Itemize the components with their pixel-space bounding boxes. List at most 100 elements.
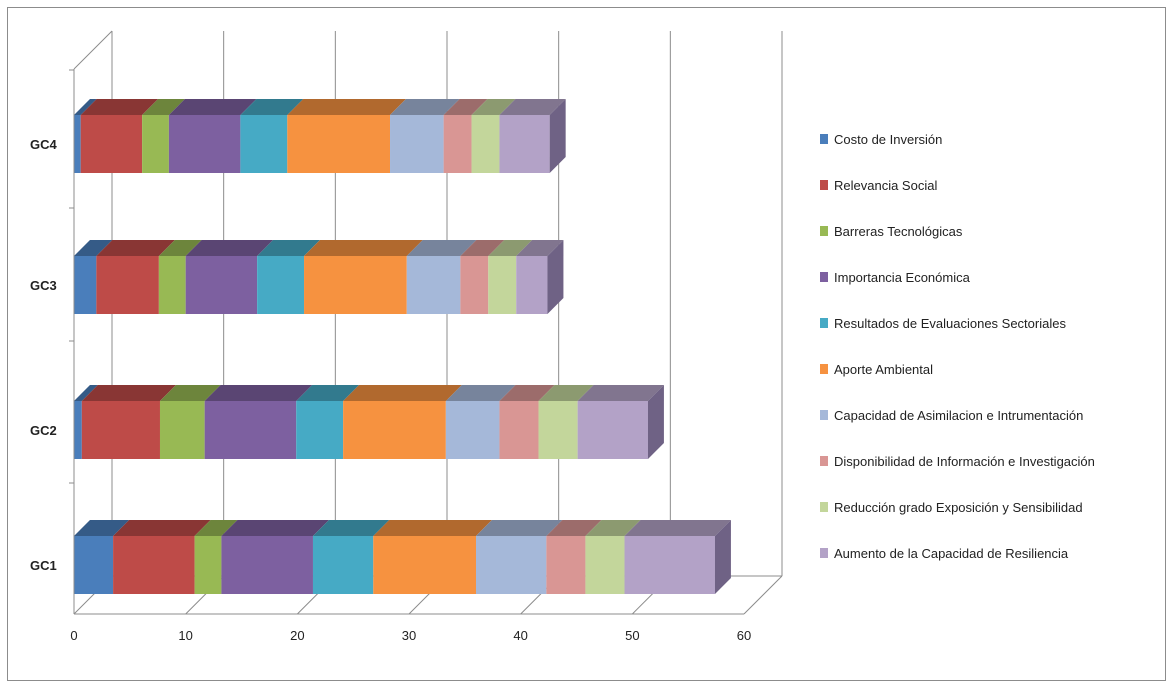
- bar-gc2-importancia-economica-top: [204, 385, 313, 401]
- bar-gc4-capacidad-de-asimilacion-e-intrumentacion-top: [390, 99, 460, 115]
- bar-gc3-capacidad-de-asimilacion-e-intrumentacion-front: [406, 256, 461, 314]
- legend-item-resultados-de-evaluaciones-sectoriales: Resultados de Evaluaciones Sectoriales: [820, 316, 1066, 331]
- legend-item-aumento-de-la-capacidad-de-resiliencia: Aumento de la Capacidad de Resiliencia: [820, 546, 1069, 561]
- bar-gc3-costo-de-inversion-front: [74, 256, 97, 314]
- floor-line-60: [743, 575, 783, 615]
- bar-gc1-importancia-economica: [221, 520, 329, 594]
- bar-gc4-disponibilidad-de-informacion-e-investigacion-top: [443, 99, 488, 115]
- bar-gc2-relevancia-social-top: [81, 385, 176, 401]
- bar-gc4-aumento-de-la-capacidad-de-resiliencia-side: [549, 99, 566, 173]
- bar-gc1-importancia-economica-top: [221, 520, 329, 536]
- bar-gc1-aumento-de-la-capacidad-de-resiliencia-top: [624, 520, 731, 536]
- legend-swatch-importancia-economica: [820, 272, 828, 282]
- chart-area: GC1 GC2 GC3 GC4 0 10 20 30 40 50 60 Costo de Inver…: [7, 7, 1166, 681]
- legend-item-importancia-economica: Importancia Económica: [820, 270, 971, 285]
- bar-gc4-relevancia-social: [80, 99, 159, 173]
- legend-label-resultados-de-evaluaciones-sectoriales: Resultados de Evaluaciones Sectoriales: [834, 316, 1066, 331]
- bar-gc1-capacidad-de-asimilacion-e-intrumentacion-front: [476, 536, 547, 594]
- bar-gc3-barreras-tecnologicas-top: [158, 240, 202, 256]
- legend-label-disponibilidad-de-informacion-e-investigacion: Disponibilidad de Información e Investig…: [834, 454, 1095, 469]
- bar-gc3-relevancia-social-top: [96, 240, 175, 256]
- bar-gc3-disponibilidad-de-informacion-e-investigacion: [460, 240, 505, 314]
- bar-gc1-costo-de-inversion-top: [74, 520, 130, 536]
- bar-gc3-costo-de-inversion: [74, 240, 113, 314]
- bar-gc4-resultados-de-evaluaciones-sectoriales: [240, 99, 304, 173]
- bar-gc3-aporte-ambiental-front: [304, 256, 407, 314]
- bar-gc1-aumento-de-la-capacidad-de-resiliencia-side: [714, 520, 731, 594]
- value-tick-label-20: 20: [290, 628, 304, 643]
- legend-label-costo-de-inversion: Costo de Inversión: [834, 132, 942, 147]
- legend-swatch-relevancia-social: [820, 180, 828, 190]
- bar-gc1-barreras-tecnologicas-front: [194, 536, 222, 594]
- bar-gc1-capacidad-de-asimilacion-e-intrumentacion-top: [476, 520, 563, 536]
- bar-gc2-capacidad-de-asimilacion-e-intrumentacion: [445, 385, 516, 459]
- value-tick-label-30: 30: [402, 628, 416, 643]
- chart-legend: Costo de Inversión Relevancia Social Barre…: [820, 132, 1095, 561]
- bar-gc4-aporte-ambiental-top: [287, 99, 406, 115]
- bar-gc2-aumento-de-la-capacidad-de-resiliencia-side: [647, 385, 664, 459]
- legend-label-importancia-economica: Importancia Económica: [834, 270, 971, 285]
- chart-axes: GC1 GC2 GC3 GC4 0 10 20 30 40 50 60: [30, 69, 751, 643]
- bar-gc1-importancia-economica-front: [221, 536, 313, 594]
- bar-gc2-aumento-de-la-capacidad-de-resiliencia-top: [577, 385, 664, 401]
- bar-gc3-capacidad-de-asimilacion-e-intrumentacion: [406, 240, 477, 314]
- bar-gc4-resultados-de-evaluaciones-sectoriales-front: [240, 115, 288, 173]
- bar-gc2-disponibilidad-de-informacion-e-investigacion-top: [499, 385, 555, 401]
- bar-gc1-barreras-tecnologicas: [194, 520, 238, 594]
- bar-gc3-barreras-tecnologicas: [158, 240, 202, 314]
- bar-gc3-aumento-de-la-capacidad-de-resiliencia-top: [516, 240, 564, 256]
- bar-gc2-importancia-economica-front: [204, 401, 297, 459]
- bar-gc1-costo-de-inversion: [74, 520, 130, 594]
- bar-gc2-capacidad-de-asimilacion-e-intrumentacion-front: [445, 401, 500, 459]
- legend-label-barreras-tecnologicas: Barreras Tecnológicas: [834, 224, 963, 239]
- bar-gc4-costo-de-inversion-top: [74, 99, 97, 115]
- bar-gc1-capacidad-de-asimilacion-e-intrumentacion: [476, 520, 563, 594]
- bar-gc4-relevancia-social-top: [80, 99, 159, 115]
- bar-gc4-aporte-ambiental-front: [287, 115, 391, 173]
- bar-gc3-importancia-economica: [185, 240, 274, 314]
- bar-gc3-reduccion-grado-exposicion-y-sensibilidad-top: [488, 240, 533, 256]
- legend-label-aumento-de-la-capacidad-de-resiliencia: Aumento de la Capacidad de Resiliencia: [834, 546, 1069, 561]
- legend-label-capacidad-de-asimilacion-e-intrumentacion: Capacidad de Asimilacion e Intrumentació…: [834, 408, 1083, 423]
- bar-gc3-relevancia-social-front: [96, 256, 159, 314]
- bar-gc2-resultados-de-evaluaciones-sectoriales: [296, 385, 360, 459]
- bar-gc4-relevancia-social-front: [80, 115, 143, 173]
- legend-swatch-aumento-de-la-capacidad-de-resiliencia: [820, 548, 828, 558]
- bar-gc4-capacidad-de-asimilacion-e-intrumentacion: [390, 99, 460, 173]
- bar-gc4-importancia-economica-front: [168, 115, 241, 173]
- bar-gc1-relevancia-social-front: [113, 536, 195, 594]
- bar-gc2-barreras-tecnologicas: [159, 385, 221, 459]
- bar-gc3-costo-de-inversion-top: [74, 240, 113, 256]
- bar-gc2-costo-de-inversion: [74, 385, 98, 459]
- bar-gc2-capacidad-de-asimilacion-e-intrumentacion-top: [445, 385, 516, 401]
- bar-gc4-reduccion-grado-exposicion-y-sensibilidad-top: [471, 99, 516, 115]
- bar-gc4-capacidad-de-asimilacion-e-intrumentacion-front: [390, 115, 444, 173]
- bar-gc3-aumento-de-la-capacidad-de-resiliencia: [516, 240, 564, 314]
- value-tick-label-60: 60: [737, 628, 751, 643]
- bar-gc4-importancia-economica-top: [168, 99, 257, 115]
- bar-gc3-aumento-de-la-capacidad-de-resiliencia-front: [516, 256, 548, 314]
- bar-gc1-resultados-de-evaluaciones-sectoriales-top: [312, 520, 390, 536]
- bar-gc2-costo-de-inversion-top: [74, 385, 98, 401]
- legend-label-reduccion-grado-exposicion-y-sensibilidad: Reducción grado Exposición y Sensibilida…: [834, 500, 1083, 515]
- bar-gc1-reduccion-grado-exposicion-y-sensibilidad-top: [585, 520, 641, 536]
- bar-gc2-resultados-de-evaluaciones-sectoriales-top: [296, 385, 360, 401]
- legend-item-relevancia-social: Relevancia Social: [820, 178, 937, 193]
- bar-gc1-disponibilidad-de-informacion-e-investigacion-top: [546, 520, 602, 536]
- legend-swatch-reduccion-grado-exposicion-y-sensibilidad: [820, 502, 828, 512]
- bar-gc1-aporte-ambiental-top: [373, 520, 492, 536]
- bar-gc1-resultados-de-evaluaciones-sectoriales: [312, 520, 390, 594]
- bar-gc4-costo-de-inversion: [74, 99, 97, 173]
- bar-gc4-disponibilidad-de-informacion-e-investigacion-front: [443, 115, 472, 173]
- bar-gc2-importancia-economica: [204, 385, 313, 459]
- bar-gc2-aumento-de-la-capacidad-de-resiliencia: [577, 385, 664, 459]
- bar-gc4-resultados-de-evaluaciones-sectoriales-top: [240, 99, 304, 115]
- legend-label-aporte-ambiental: Aporte Ambiental: [834, 362, 933, 377]
- bar-gc3-disponibilidad-de-informacion-e-investigacion-top: [460, 240, 505, 256]
- bar-gc3-importancia-economica-top: [185, 240, 274, 256]
- bar-gc2-costo-de-inversion-front: [74, 401, 82, 459]
- bar-gc3-importancia-economica-front: [185, 256, 258, 314]
- legend-item-barreras-tecnologicas: Barreras Tecnológicas: [820, 224, 963, 239]
- legend-item-disponibilidad-de-informacion-e-investigacion: Disponibilidad de Información e Investig…: [820, 454, 1095, 469]
- bar-gc1-reduccion-grado-exposicion-y-sensibilidad: [585, 520, 641, 594]
